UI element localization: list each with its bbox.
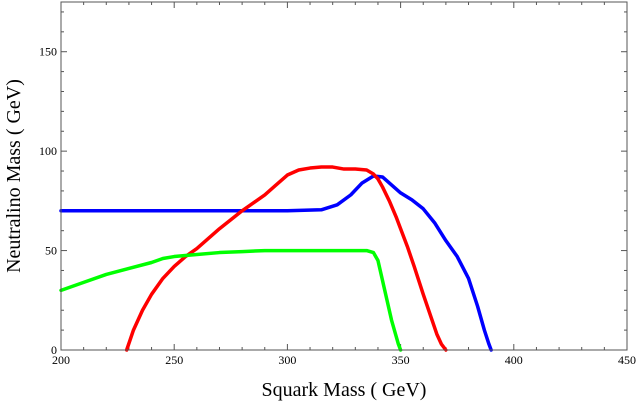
x-tick-label: 200 [52, 353, 70, 367]
major-ticks [60, 2, 628, 351]
tick-labels: 200 250 300 350 400 450 0 50 100 150 [39, 45, 636, 367]
x-axis-title: Squark Mass ( GeV) [262, 379, 427, 401]
y-tick-label: 150 [39, 45, 57, 59]
y-tick-label: 0 [51, 343, 57, 357]
y-axis-title: Neutralino Mass ( GeV) [3, 79, 25, 273]
y-tick-label: 100 [39, 144, 57, 158]
x-tick-label: 350 [392, 353, 410, 367]
y-tick-label: 50 [45, 244, 57, 258]
series-line-1 [59, 174, 493, 352]
minor-ticks [61, 2, 627, 350]
x-tick-label: 400 [505, 353, 523, 367]
series-line-3 [59, 248, 403, 352]
x-tick-label: 250 [165, 353, 183, 367]
x-tick-label: 450 [618, 353, 636, 367]
plot-frame [60, 1, 628, 351]
x-tick-label: 300 [278, 353, 296, 367]
series-group [59, 165, 493, 352]
series-line-2 [124, 165, 448, 352]
